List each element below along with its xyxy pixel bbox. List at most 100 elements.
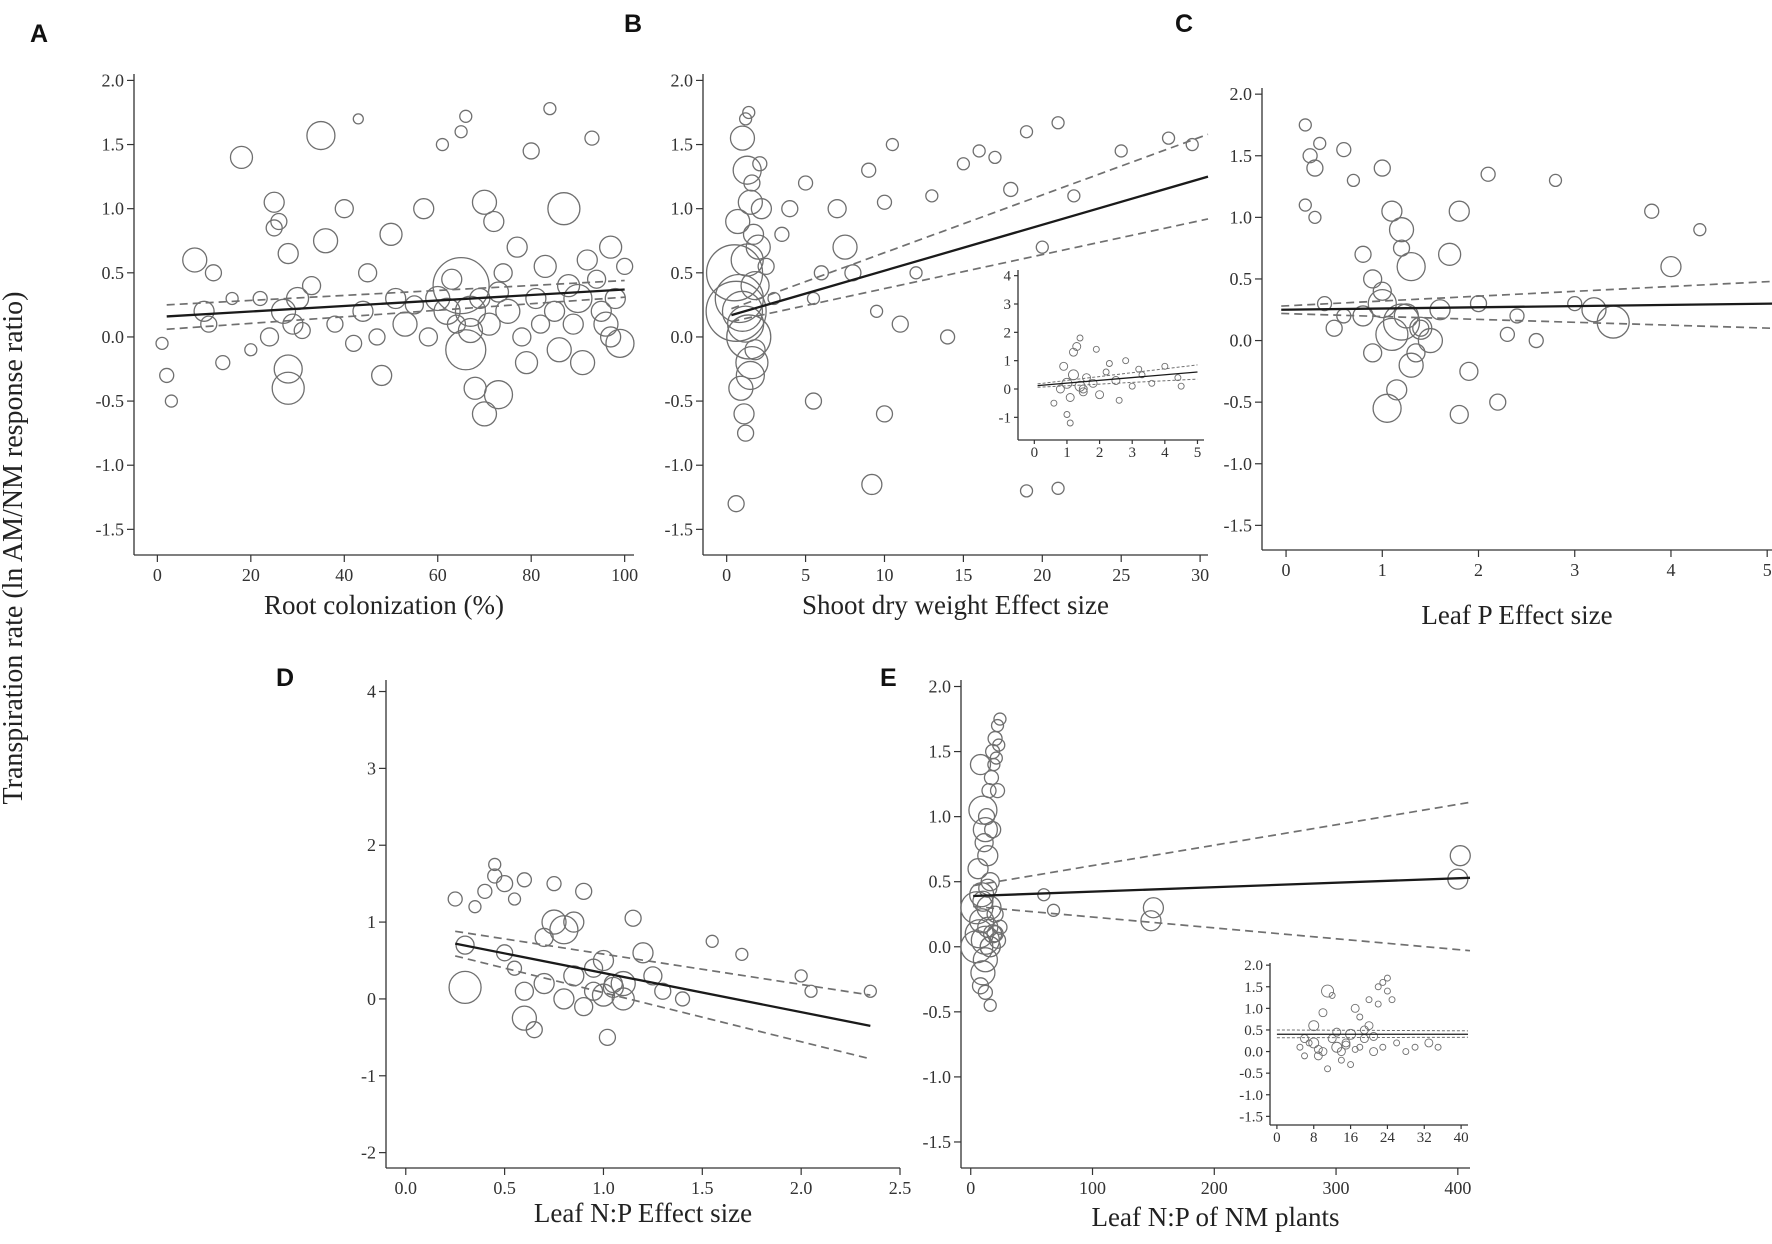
x-tick-label: 5 [801,565,810,585]
data-point [562,313,584,335]
data-point [293,321,311,340]
data-point [225,291,239,306]
inset-data-point [1364,1021,1374,1031]
inset-x-tick-label: 16 [1343,1130,1359,1146]
inset-y-tick-label: 4 [1004,269,1012,285]
x-tick-label: 10 [875,565,893,585]
inset-data-point [1369,1031,1379,1041]
inset-data-point [1177,382,1185,390]
x-tick-label: 0.5 [493,1178,516,1198]
ci-lower-line [166,296,625,331]
regression-line [454,942,871,1027]
inset-data-point [1337,1056,1345,1064]
data-point [1429,299,1451,321]
inset-data-point [1072,342,1082,351]
inset-data-point [1324,1065,1332,1073]
data-point [244,343,258,357]
data-point [1046,903,1061,917]
data-point [282,313,304,335]
data-point [969,908,995,934]
inset-data-point [1078,387,1088,397]
data-point [574,996,594,1017]
inset-x-tick-label: 0 [1031,445,1039,461]
data-point [1051,481,1065,495]
x-tick-label: 200 [1201,1178,1228,1198]
y-tick-label: 0.5 [1230,269,1253,289]
x-tick-label: 1 [1378,560,1387,580]
data-point [1412,319,1430,337]
y-tick-label: -0.5 [665,391,694,411]
data-point [277,242,299,265]
data-point [392,311,418,337]
inset-data-point [1111,376,1121,385]
data-point [471,401,498,427]
y-tick-label: 2.0 [102,70,125,90]
y-tick-label: -1.5 [96,519,125,539]
data-point [463,376,487,400]
data-point [1398,352,1424,378]
data-point [804,984,818,998]
x-tick-label: 40 [335,565,353,585]
y-tick-label: -1.0 [923,1067,952,1087]
data-point [1308,210,1322,225]
data-point [728,375,754,401]
data-point [1336,141,1352,158]
data-point [352,113,364,125]
regression-line [973,876,1471,898]
inset-ci-upper-line [1037,364,1198,385]
data-point [495,298,521,324]
y-tick-label: 1.5 [1230,146,1253,166]
data-point [705,244,764,302]
data-point [598,1028,617,1047]
inset-y-tick-label: 2 [1004,325,1012,341]
y-tick-label: 1.0 [671,199,694,219]
x-tick-label: 300 [1323,1178,1350,1198]
inset-y-tick-label: -1 [999,410,1012,426]
inset-ci-upper-line [1276,1029,1469,1032]
inset-y-tick-label: 0.5 [1244,1023,1263,1039]
data-point [301,275,322,296]
inset-data-point [1393,1039,1401,1047]
x-tick-label: 0 [722,565,731,585]
data-point [1392,239,1411,257]
panel-letter: E [880,664,897,692]
y-tick-label: 0.0 [102,327,125,347]
inset-data-point [1383,974,1391,982]
data-point [1382,303,1421,341]
data-point [861,162,877,178]
y-tick-label: 0.5 [929,872,952,892]
data-point [993,712,1007,726]
data-point [525,287,547,310]
inset-data-point [1328,991,1336,999]
data-point [534,927,554,948]
y-tick-label: 1.5 [671,135,694,155]
panel-a: A 0 20 40 60 80 100 -1.5 -1.0 -0.5 0.0 0.5 1.0 1.5 2.0… [30,20,638,620]
x-tick-label: 0.0 [395,1178,418,1198]
y-tick-label: 0.0 [671,327,694,347]
data-point [744,339,766,361]
inset-data-point [1105,360,1113,367]
data-point [584,130,600,146]
data-point [972,890,994,912]
data-point [1499,326,1516,343]
data-point [832,234,858,260]
data-point [977,845,999,867]
inset-data-point [1341,1040,1351,1050]
inset-data-point [1341,1038,1351,1048]
x-tick-label: 25 [1112,565,1130,585]
x-tick-label: 2.5 [889,1178,912,1198]
data-point [455,935,475,955]
data-point [632,942,654,964]
data-point [334,199,354,219]
ci-upper-line [166,279,625,306]
data-point [742,223,765,245]
data-point [270,212,288,231]
inset-data-point [1336,1047,1346,1057]
data-point [468,900,482,914]
inset-data-point [1063,411,1071,418]
data-point [418,327,439,347]
y-tick-label: 0 [367,989,376,1009]
data-point [757,257,775,276]
data-point [556,273,581,298]
data-point [804,392,823,410]
